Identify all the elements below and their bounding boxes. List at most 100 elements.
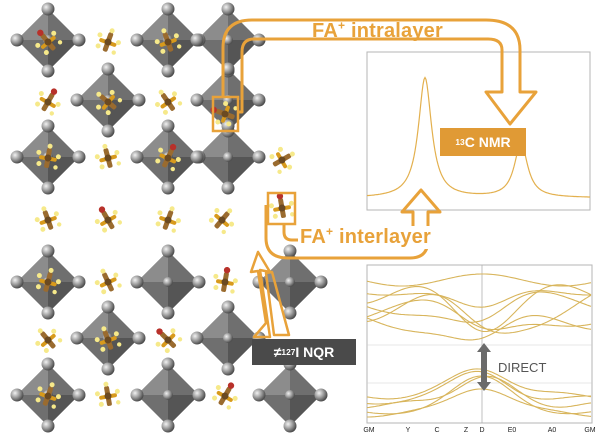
formamidinium-molecule xyxy=(35,29,63,56)
band-line xyxy=(366,299,592,331)
iodine-atom xyxy=(41,2,55,16)
iodine-atom xyxy=(10,388,24,402)
octahedron xyxy=(259,364,321,426)
iodine-atom xyxy=(190,331,204,345)
band-tick-label: Y xyxy=(405,427,411,434)
octahedron xyxy=(197,307,259,369)
iodine-atom xyxy=(252,93,266,107)
band-line xyxy=(366,375,592,409)
nmr-spectrum-curve xyxy=(366,76,590,198)
formamidinium-molecule xyxy=(155,143,181,172)
band-tick-label: D xyxy=(479,427,485,434)
iodine-atom xyxy=(161,181,175,195)
intralayer-highlight-box xyxy=(211,95,240,133)
intralayer-label: FA+ intralayer xyxy=(312,18,443,42)
iodine-atom xyxy=(161,64,175,78)
iodine-atom xyxy=(130,33,144,47)
band-structure-panel xyxy=(366,264,593,424)
iodine-atom xyxy=(72,388,86,402)
iodine-atom xyxy=(192,388,206,402)
formamidinium-molecule xyxy=(94,143,121,170)
band-line xyxy=(366,375,592,415)
iodine-atom xyxy=(161,119,175,133)
band-tick-label: A0 xyxy=(547,427,557,434)
band-tick-label: GM xyxy=(363,427,375,434)
intralayer-arrow xyxy=(221,18,538,126)
iodine-atom xyxy=(190,93,204,107)
formamidinium-molecule xyxy=(94,206,122,233)
iodine-atom xyxy=(10,33,24,47)
band-tick-label: E0 xyxy=(507,427,517,434)
formamidinium-molecule xyxy=(154,28,182,54)
formamidinium-molecule xyxy=(96,89,123,116)
band-line xyxy=(366,368,592,400)
iodine-atom xyxy=(72,150,86,164)
formamidinium-molecule xyxy=(94,268,122,295)
iodine-atom xyxy=(130,150,144,164)
interlayer-label: FA+ interlayer xyxy=(298,224,433,249)
iodine-atom xyxy=(221,62,235,76)
formamidinium-molecule xyxy=(35,382,61,409)
formamidinium-molecule xyxy=(95,28,121,55)
band-tick-label: GM xyxy=(584,427,596,434)
formamidinium-molecule xyxy=(94,326,122,352)
nmr-label-box: 13 C NMR xyxy=(440,128,526,156)
interlayer-arrow xyxy=(264,188,442,260)
iodine-atom xyxy=(283,419,297,433)
iodine-atom xyxy=(41,181,55,195)
iodine-atom xyxy=(252,150,266,164)
band-line xyxy=(366,370,591,405)
nqr-label-box: ≠ 127 I NQR xyxy=(252,339,356,365)
iodine-atom xyxy=(161,357,175,371)
formamidinium-molecule xyxy=(210,101,238,127)
formamidinium-molecule xyxy=(269,146,295,174)
iodine-atom xyxy=(101,362,115,376)
iodine-atom xyxy=(190,33,204,47)
iodine-atom xyxy=(41,306,55,320)
iodine-atom xyxy=(41,357,55,371)
iodine-atom xyxy=(192,275,206,289)
band-line xyxy=(366,314,592,341)
iodine-atom xyxy=(161,419,175,433)
formamidinium-molecule xyxy=(34,206,62,232)
band-lines xyxy=(366,273,592,418)
band-tick-label: Z xyxy=(463,427,469,434)
formamidinium-molecule xyxy=(213,266,238,294)
iodine-atom xyxy=(101,300,115,314)
formamidinium-molecule xyxy=(155,328,183,354)
band-line xyxy=(366,290,591,308)
formamidinium-molecule xyxy=(212,382,238,410)
iodine-atom xyxy=(132,93,146,107)
iodine-atom xyxy=(72,33,86,47)
interlayer-highlight-box xyxy=(266,191,297,226)
formamidinium-molecules xyxy=(34,28,295,410)
formamidinium-molecule xyxy=(268,192,295,219)
iodine-atom xyxy=(41,119,55,133)
octahedron xyxy=(197,126,259,188)
iodine-atom xyxy=(10,150,24,164)
iodine-atom xyxy=(221,2,235,16)
iodine-atom xyxy=(190,150,204,164)
iodine-atom xyxy=(161,2,175,16)
formamidinium-molecule xyxy=(35,267,61,295)
iodine-atom xyxy=(314,388,328,402)
iodine-atom xyxy=(283,306,297,320)
iodine-atom xyxy=(70,331,84,345)
formamidinium-molecule xyxy=(36,143,61,170)
iodine-atom xyxy=(41,244,55,258)
iodine-atom xyxy=(221,300,235,314)
octahedron xyxy=(259,251,321,313)
iodine-atom xyxy=(101,124,115,138)
iodine-atom xyxy=(161,306,175,320)
band-line xyxy=(366,291,592,323)
band-line xyxy=(367,388,592,418)
octahedron xyxy=(137,364,199,426)
iodine-atom xyxy=(10,275,24,289)
formamidinium-molecule xyxy=(155,206,181,233)
iodine-atom xyxy=(41,419,55,433)
direct-label: DIRECT xyxy=(498,360,547,375)
iodine-atom xyxy=(41,64,55,78)
formamidinium-molecule xyxy=(208,208,235,235)
octahedron xyxy=(137,251,199,313)
iodine-atom xyxy=(221,362,235,376)
